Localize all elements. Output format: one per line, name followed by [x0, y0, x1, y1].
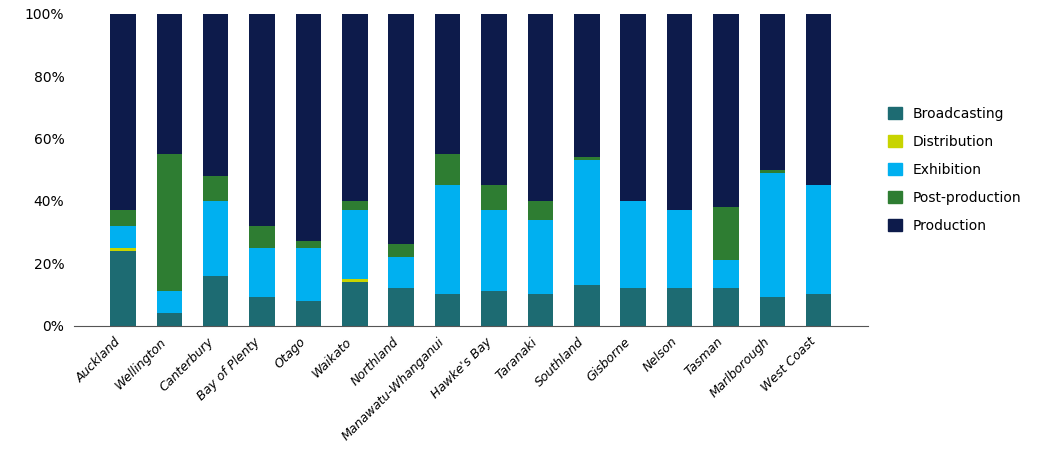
Bar: [667, 288, 692, 326]
Bar: [250, 226, 275, 247]
Bar: [713, 14, 738, 207]
Bar: [342, 201, 367, 210]
Bar: [342, 14, 367, 201]
Bar: [388, 245, 414, 257]
Bar: [203, 14, 229, 176]
Bar: [481, 210, 507, 291]
Bar: [481, 185, 507, 210]
Bar: [806, 185, 832, 294]
Bar: [342, 282, 367, 326]
Bar: [713, 288, 738, 326]
Bar: [435, 154, 460, 185]
Bar: [110, 226, 135, 247]
Bar: [342, 210, 367, 279]
Bar: [528, 219, 553, 294]
Bar: [713, 260, 738, 288]
Bar: [435, 185, 460, 294]
Bar: [110, 210, 135, 226]
Bar: [203, 276, 229, 326]
Bar: [295, 247, 322, 300]
Bar: [806, 14, 832, 185]
Bar: [713, 207, 738, 260]
Bar: [528, 201, 553, 219]
Bar: [574, 157, 600, 160]
Bar: [250, 298, 275, 326]
Bar: [620, 14, 646, 201]
Bar: [667, 14, 692, 210]
Bar: [295, 300, 322, 325]
Bar: [388, 14, 414, 245]
Bar: [388, 288, 414, 326]
Bar: [157, 14, 182, 154]
Bar: [157, 154, 182, 291]
Bar: [760, 298, 785, 326]
Bar: [157, 313, 182, 325]
Bar: [528, 14, 553, 201]
Bar: [295, 241, 322, 247]
Bar: [620, 288, 646, 326]
Bar: [574, 160, 600, 285]
Bar: [110, 14, 135, 210]
Legend: Broadcasting, Distribution, Exhibition, Post-production, Production: Broadcasting, Distribution, Exhibition, …: [882, 101, 1027, 238]
Bar: [806, 294, 832, 326]
Bar: [250, 247, 275, 298]
Bar: [574, 285, 600, 326]
Bar: [528, 294, 553, 326]
Bar: [667, 210, 692, 288]
Bar: [620, 201, 646, 288]
Bar: [760, 170, 785, 173]
Bar: [574, 14, 600, 157]
Bar: [388, 257, 414, 288]
Bar: [481, 291, 507, 325]
Bar: [295, 14, 322, 241]
Bar: [110, 247, 135, 251]
Bar: [435, 14, 460, 154]
Bar: [250, 14, 275, 226]
Bar: [481, 14, 507, 185]
Bar: [157, 291, 182, 313]
Bar: [760, 14, 785, 170]
Bar: [342, 279, 367, 282]
Bar: [203, 176, 229, 201]
Bar: [110, 251, 135, 326]
Bar: [760, 173, 785, 298]
Bar: [435, 294, 460, 326]
Bar: [203, 201, 229, 276]
